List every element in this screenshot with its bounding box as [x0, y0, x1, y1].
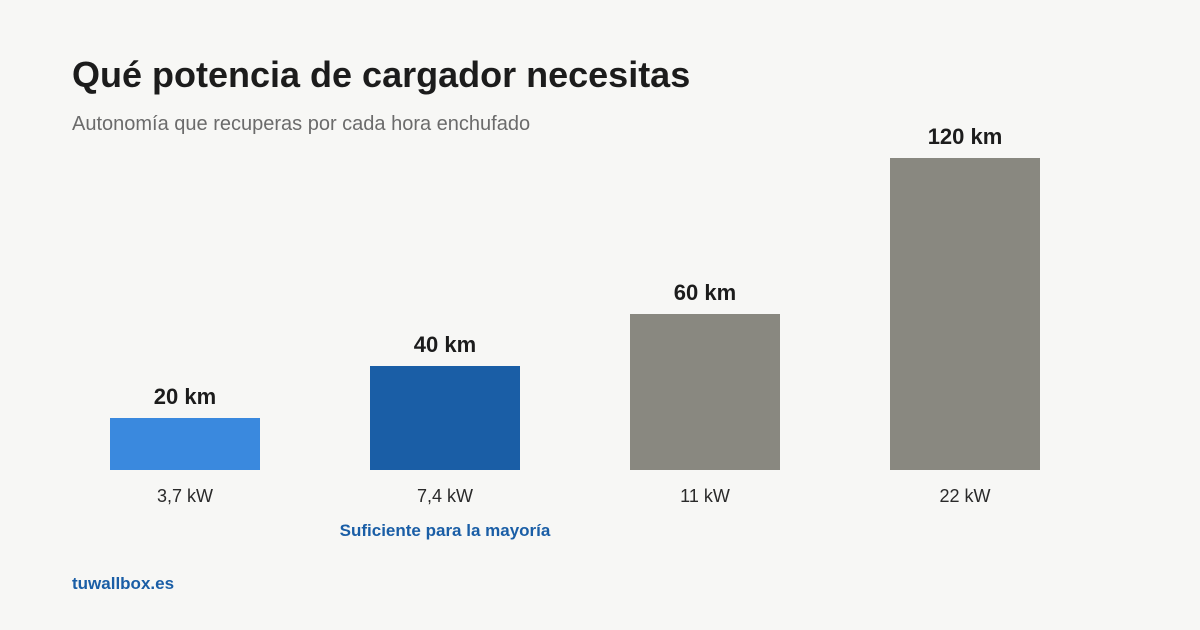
category-label-11-kw: 11 kW [680, 486, 730, 506]
value-label-3-7-kw: 20 km [154, 384, 216, 409]
bar-11-kw [630, 314, 780, 470]
category-label-7-4-kw: 7,4 kW [417, 486, 473, 506]
bar-3-7-kw [110, 418, 260, 470]
footer-brand: tuwallbox.es [72, 574, 175, 593]
category-label-3-7-kw: 3,7 kW [157, 486, 213, 506]
chart-subtitle: Autonomía que recuperas por cada hora en… [72, 113, 531, 135]
value-label-7-4-kw: 40 km [414, 332, 476, 357]
annotation-recommended: Suficiente para la mayoría [340, 521, 551, 540]
bar-22-kw [890, 158, 1040, 470]
value-label-11-kw: 60 km [674, 280, 736, 305]
chart-title: Qué potencia de cargador necesitas [72, 54, 691, 95]
category-label-22-kw: 22 kW [939, 486, 990, 506]
bar-7-4-kw [370, 366, 520, 470]
value-label-22-kw: 120 km [928, 124, 1003, 149]
